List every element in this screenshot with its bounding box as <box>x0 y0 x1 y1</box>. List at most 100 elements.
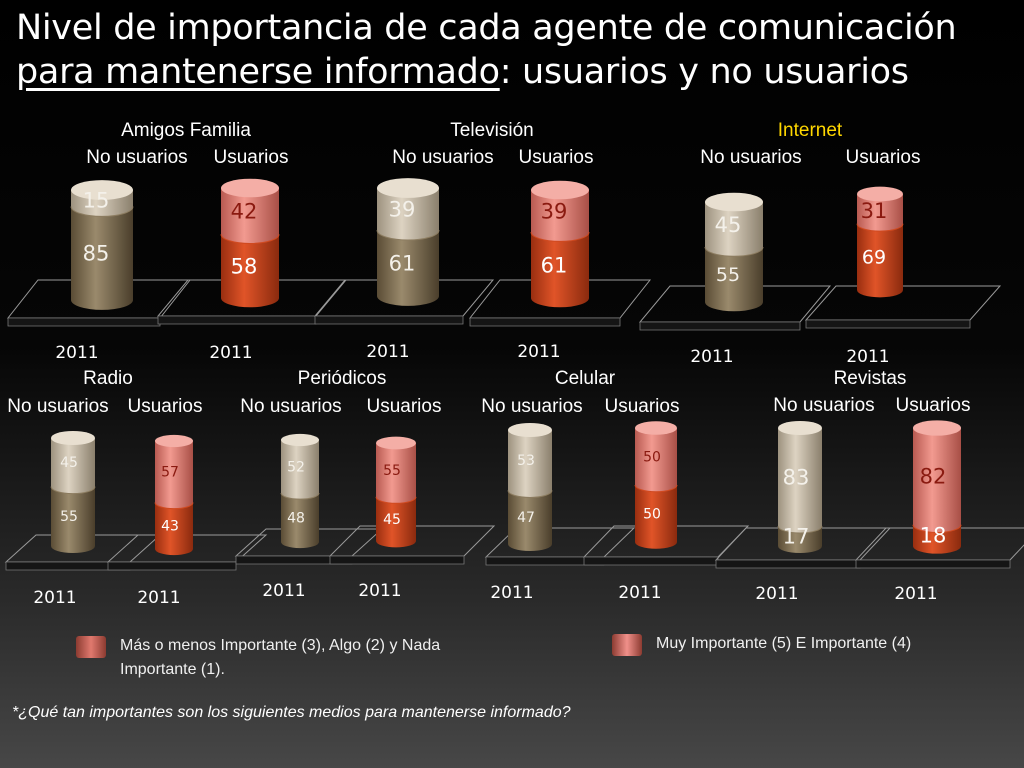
value-label-periodicos-1-bottom: 45 <box>383 512 401 528</box>
bar-cap-periodicos-0 <box>281 433 319 447</box>
value-label-periodicos-0-bottom: 48 <box>287 510 305 526</box>
value-label-internet-0-bottom: 55 <box>716 264 740 286</box>
year-label-amigos-familia-1: 2011 <box>209 343 252 363</box>
bar-seam-radio-1 <box>154 502 194 510</box>
value-label-revistas-0-bottom: 17 <box>783 524 810 548</box>
bar-television-1-top <box>531 190 589 242</box>
bar-cap-television-1 <box>531 180 589 200</box>
category-label-television-0: No usuarios <box>392 147 493 168</box>
value-label-revistas-0-top: 83 <box>783 465 810 489</box>
bar-celular-0-bottom <box>508 490 552 552</box>
bar-revistas-0-bottom <box>778 525 822 554</box>
bar-periodicos-0-bottom <box>281 493 319 549</box>
bar-cap-revistas-0 <box>778 420 822 436</box>
category-label-television-1: Usuarios <box>519 147 594 168</box>
bar-seam-celular-0 <box>507 490 553 498</box>
bar-seam-television-0 <box>376 230 440 241</box>
floor-edge-periodicos-1 <box>329 555 465 565</box>
floor-edge-radio-1 <box>107 561 237 571</box>
bar-cap-celular-1 <box>635 421 677 435</box>
year-label-periodicos-0: 2011 <box>262 581 305 601</box>
category-label-internet-1: Usuarios <box>846 147 921 168</box>
value-label-amigos-familia-1-bottom: 58 <box>231 254 258 278</box>
year-label-celular-1: 2011 <box>618 583 661 603</box>
chart-title-amigos-familia: Amigos Familia <box>121 120 251 141</box>
bar-cap-amigos-familia-0 <box>71 180 133 200</box>
floor-edge-internet-0 <box>639 321 801 331</box>
bar-periodicos-0-top <box>281 440 319 500</box>
value-label-periodicos-0-top: 52 <box>287 459 305 475</box>
value-label-internet-1-bottom: 69 <box>862 247 886 269</box>
value-label-revistas-1-top: 82 <box>920 465 947 489</box>
year-label-internet-0: 2011 <box>690 347 733 367</box>
value-label-radio-1-top: 57 <box>161 465 179 481</box>
value-label-radio-0-bottom: 55 <box>60 509 78 525</box>
page-title: Nivel de importancia de cada agente de c… <box>16 6 1016 94</box>
bar-cap-radio-1 <box>155 434 193 448</box>
footnote: *¿Qué tan importantes son los siguientes… <box>12 704 571 721</box>
category-label-radio-1: Usuarios <box>128 396 203 417</box>
floor-edge-revistas-0 <box>715 559 861 569</box>
category-label-radio-0: No usuarios <box>7 396 108 417</box>
value-label-celular-1-bottom: 50 <box>643 506 661 522</box>
chart-title-celular: Celular <box>555 368 616 389</box>
value-label-television-0-bottom: 61 <box>389 251 416 275</box>
value-label-television-1-bottom: 61 <box>541 253 568 277</box>
value-label-internet-1-top: 31 <box>861 199 888 223</box>
year-label-television-1: 2011 <box>517 342 560 362</box>
bar-internet-1-top <box>857 194 903 232</box>
bar-periodicos-1-top <box>376 443 416 504</box>
floor-edge-internet-1 <box>805 319 971 329</box>
value-label-amigos-familia-0-bottom: 85 <box>83 242 110 266</box>
category-label-celular-1: Usuarios <box>605 396 680 417</box>
bar-internet-1-bottom <box>857 223 903 298</box>
bar-periodicos-1-bottom <box>376 496 416 548</box>
bar-seam-periodicos-1 <box>375 496 417 504</box>
bar-cap-periodicos-1 <box>376 436 416 450</box>
bar-seam-internet-1 <box>856 223 904 232</box>
bar-revistas-0-top <box>778 428 822 533</box>
value-label-periodicos-1-top: 55 <box>383 463 401 479</box>
chart-title-revistas: Revistas <box>834 368 907 389</box>
bar-cap-celular-0 <box>508 422 552 438</box>
bar-cap-revistas-1 <box>913 420 961 436</box>
legend-item-top: Muy Importante (5) E Importante (4) <box>656 635 912 652</box>
bar-amigos-familia-0-bottom <box>71 206 133 310</box>
bar-seam-television-1 <box>530 232 590 242</box>
value-label-television-0-top: 39 <box>389 197 416 221</box>
year-label-radio-1: 2011 <box>137 588 180 608</box>
value-label-celular-0-bottom: 47 <box>517 510 535 526</box>
chart-title-internet: Internet <box>778 120 843 141</box>
chart-title-television: Televisión <box>450 120 533 141</box>
bar-revistas-1-bottom <box>913 524 961 554</box>
title-line-2-rest: : usuarios y no usuarios <box>499 52 909 92</box>
bar-internet-0-bottom <box>705 247 763 312</box>
category-label-celular-0: No usuarios <box>481 396 582 417</box>
category-label-revistas-1: Usuarios <box>896 395 971 416</box>
chart-title-periodicos: Periódicos <box>298 368 387 389</box>
bar-cap-radio-0 <box>51 430 95 446</box>
category-label-amigos-familia-1: Usuarios <box>214 147 289 168</box>
value-label-radio-1-bottom: 43 <box>161 519 179 535</box>
title-line-1: Nivel de importancia de cada agente de c… <box>16 8 957 48</box>
bar-seam-periodicos-0 <box>280 492 320 500</box>
floor-edge-celular-1 <box>583 556 719 566</box>
value-label-radio-0-top: 45 <box>60 455 78 471</box>
value-label-amigos-familia-0-top: 15 <box>83 189 110 213</box>
year-label-radio-0: 2011 <box>33 588 76 608</box>
value-label-celular-0-top: 53 <box>517 453 535 469</box>
floor-edge-television-0 <box>314 315 464 325</box>
year-label-amigos-familia-0: 2011 <box>55 343 98 363</box>
floor-edge-revistas-1 <box>855 559 1011 569</box>
floor-edge-television-1 <box>469 317 621 327</box>
bar-seam-amigos-familia-0 <box>70 206 134 217</box>
value-label-internet-0-top: 45 <box>715 213 742 237</box>
category-label-amigos-familia-0: No usuarios <box>86 147 187 168</box>
bar-seam-celular-1 <box>634 484 678 493</box>
year-label-internet-1: 2011 <box>846 347 889 367</box>
year-label-celular-0: 2011 <box>490 583 533 603</box>
bar-radio-1-bottom <box>155 502 193 556</box>
legend-item-bottom: Más o menos Importante (3), Algo (2) y N… <box>120 637 441 678</box>
legend-swatch-top <box>612 634 642 656</box>
